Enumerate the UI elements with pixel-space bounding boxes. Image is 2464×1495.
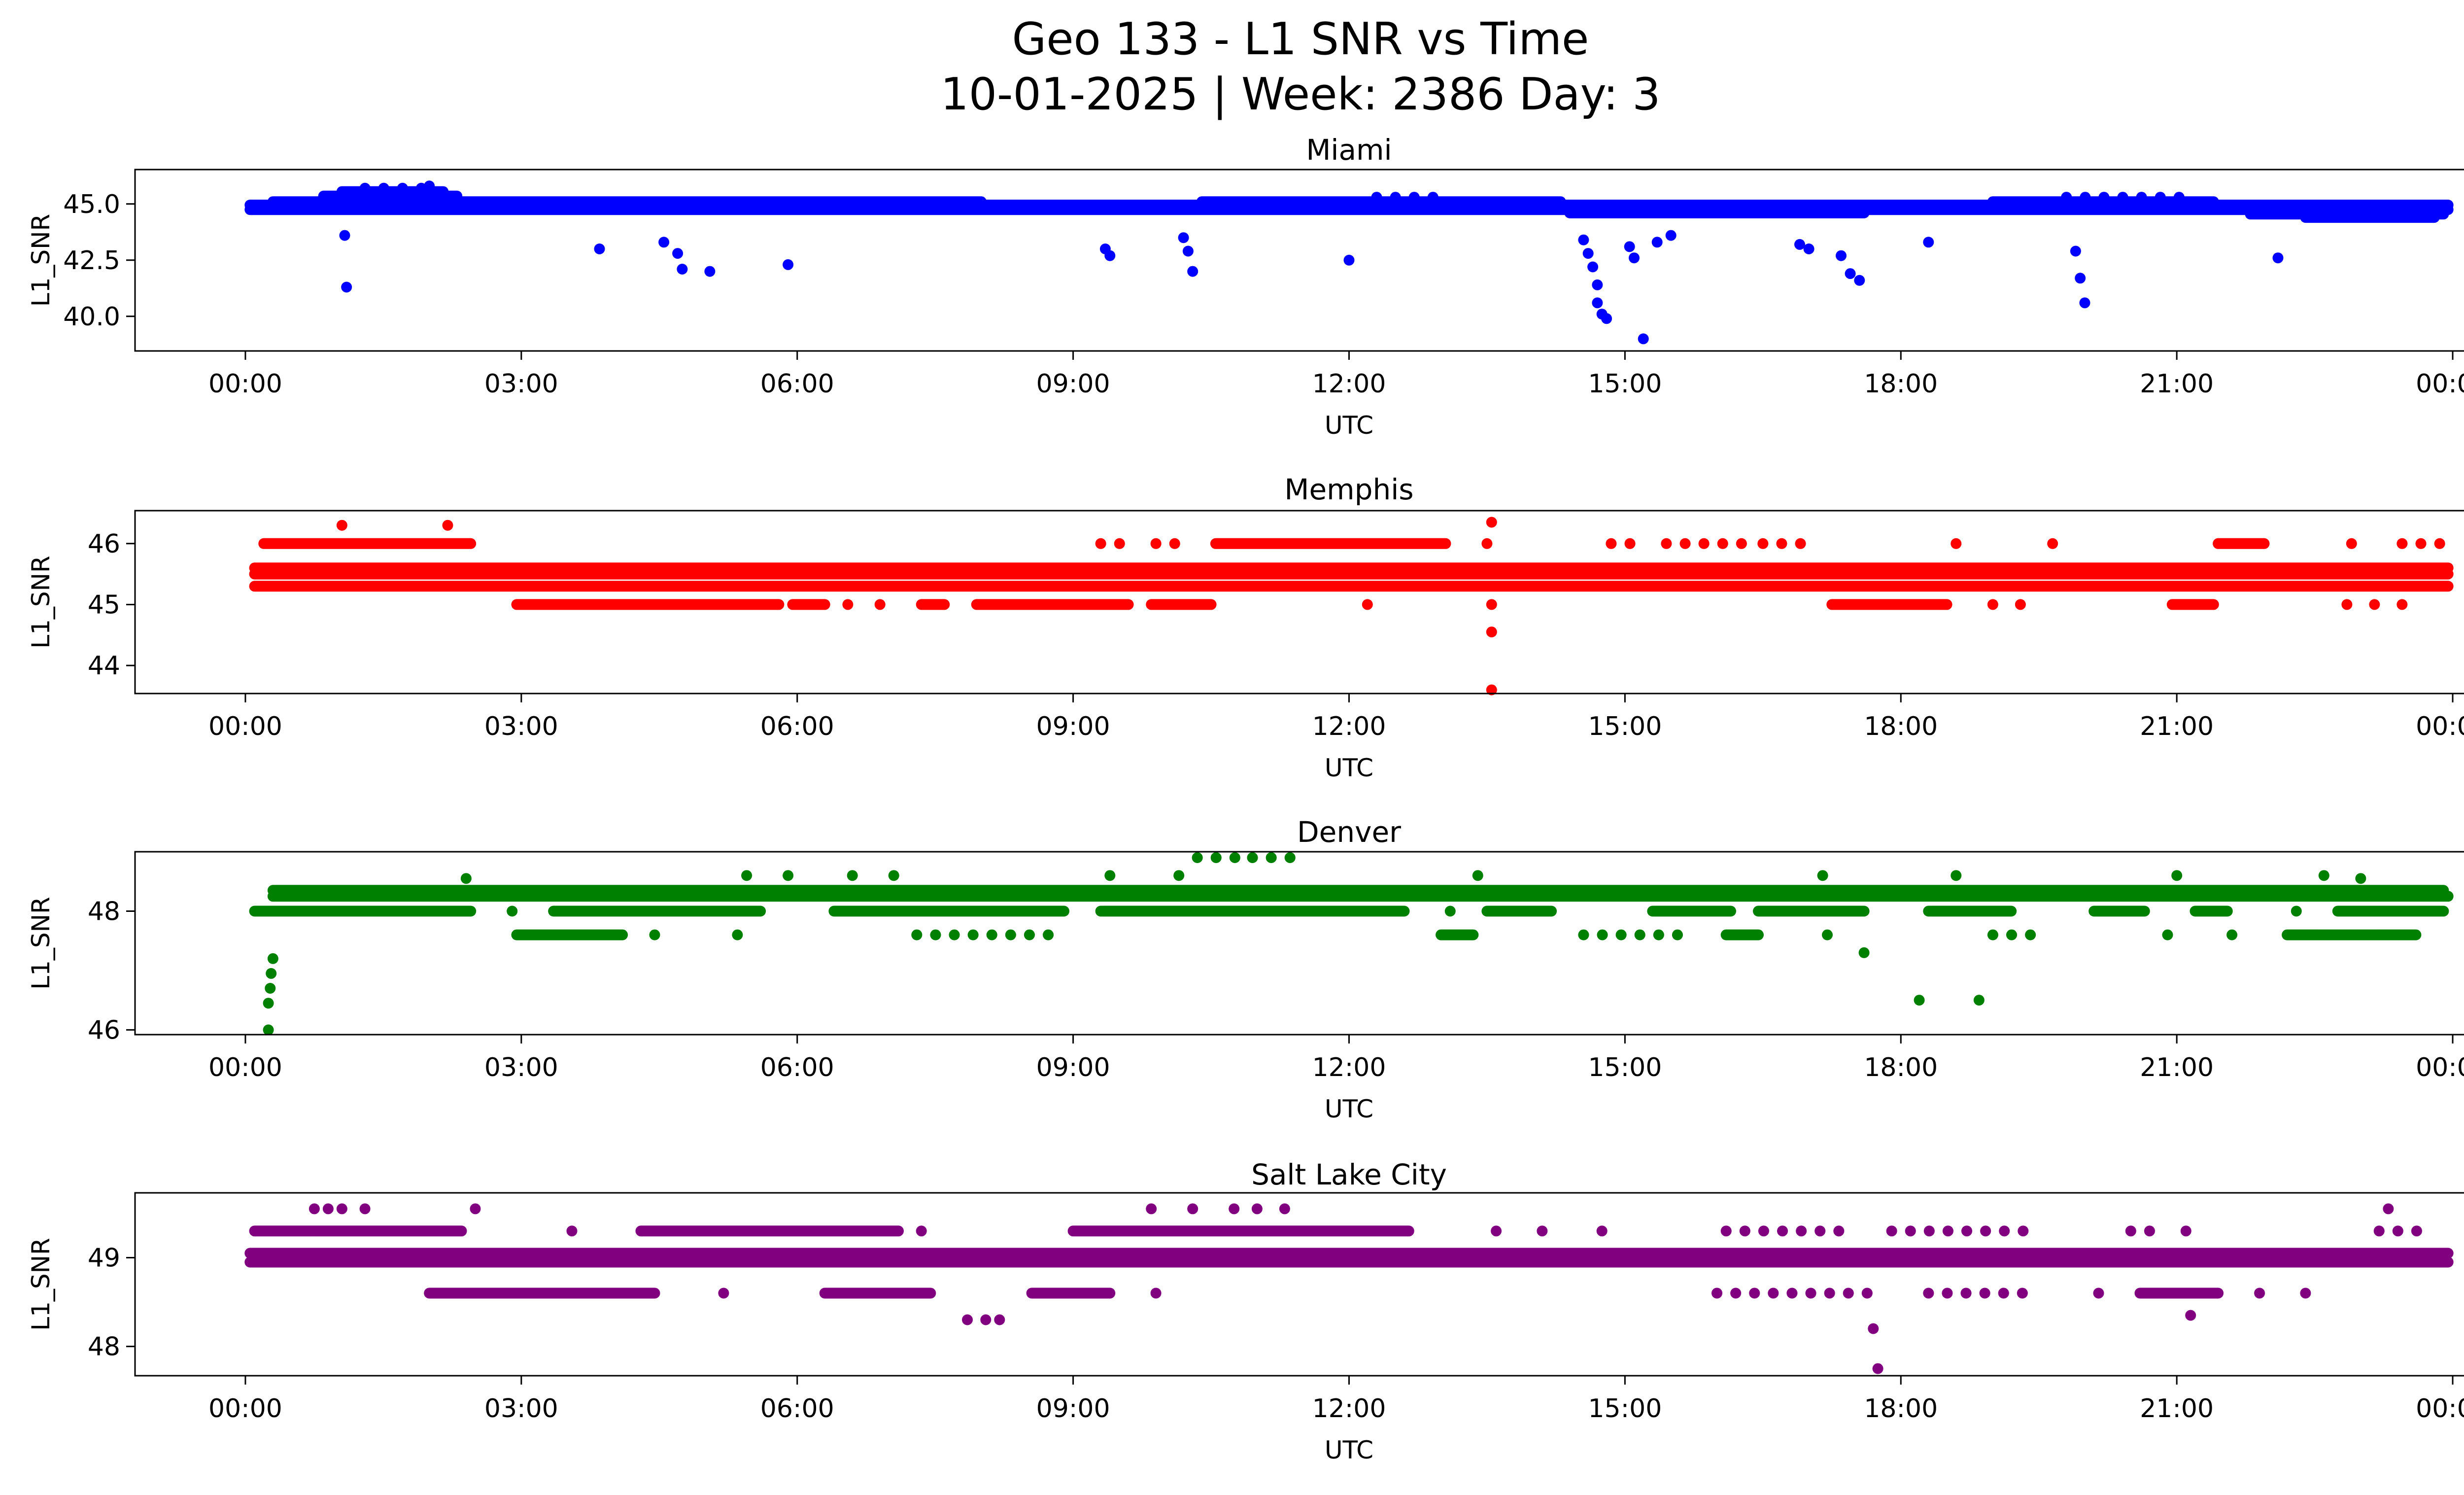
x-tick-label: 12:00 [1312, 1394, 1386, 1424]
y-tick-label: 45 [88, 590, 120, 620]
x-tick-label: 12:00 [1312, 1053, 1386, 1082]
x-tick-label: 00:00 [208, 1053, 282, 1082]
x-tick-label: 00:00 [2416, 712, 2464, 741]
x-tick-label: 03:00 [484, 1053, 558, 1082]
y-axis-label: L1_SNR [27, 214, 55, 307]
x-tick-label: 09:00 [1036, 1053, 1110, 1082]
x-axis-label: UTC [1325, 411, 1373, 440]
y-axis-label: L1_SNR [27, 1238, 55, 1331]
y-tick-label: 40.0 [63, 302, 120, 332]
y-tick-label: 46 [88, 1015, 120, 1045]
subplot-denver: 48 46 00:00 03:00 06:00 09:00 12:00 15:00 18:00 2… [27, 851, 2464, 1123]
x-tick-label: 09:00 [1036, 712, 1110, 741]
x-tick-label: 00:00 [208, 1394, 282, 1424]
y-tick-label: 45.0 [63, 190, 120, 219]
y-tick-label: 44 [88, 651, 120, 681]
x-tick-label: 21:00 [2140, 1394, 2214, 1424]
x-tick-label: 00:00 [2416, 1053, 2464, 1082]
x-tick-label: 03:00 [484, 369, 558, 399]
axes-frame [134, 1192, 2464, 1377]
subplot-title-denver: Denver [1297, 815, 1401, 849]
subplot-salt-lake-city: 49 48 00:00 03:00 06:00 09:00 12:00 15:00 18:00 2… [27, 1192, 2464, 1464]
x-tick-label: 12:00 [1312, 712, 1386, 741]
scatter-series [244, 1203, 2454, 1374]
x-tick-label: 15:00 [1588, 712, 1662, 741]
x-tick-label: 21:00 [2140, 1053, 2214, 1082]
x-tick-label: 03:00 [484, 712, 558, 741]
x-tick-label: 00:00 [208, 369, 282, 399]
x-tick-label: 06:00 [760, 1394, 834, 1424]
subplot-memphis: 46 45 44 00:00 03:00 06:00 09:00 12:00 15:00 18:0… [27, 510, 2464, 782]
scatter-series [249, 517, 2454, 695]
x-tick-label: 15:00 [1588, 369, 1662, 399]
figure-title: Geo 133 - L1 SNR vs Time [1012, 13, 1589, 65]
x-tick-label: 06:00 [760, 712, 834, 741]
scatter-series [249, 852, 2454, 1036]
x-tick-label: 15:00 [1588, 1053, 1662, 1082]
x-tick-label: 09:00 [1036, 1394, 1110, 1424]
x-axis-label: UTC [1325, 1095, 1373, 1123]
x-tick-label: 06:00 [760, 369, 834, 399]
x-tick-label: 18:00 [1864, 1053, 1938, 1082]
y-tick-label: 46 [88, 529, 120, 559]
x-axis-label: UTC [1325, 754, 1373, 782]
x-tick-label: 18:00 [1864, 1394, 1938, 1424]
x-axis-label: UTC [1325, 1436, 1373, 1464]
axes-frame [134, 851, 2464, 1036]
y-tick-label: 42.5 [63, 246, 120, 276]
figure-subtitle: 10-01-2025 | Week: 2386 Day: 3 [940, 69, 1661, 120]
x-tick-label: 18:00 [1864, 369, 1938, 399]
x-tick-label: 15:00 [1588, 1394, 1662, 1424]
x-tick-label: 03:00 [484, 1394, 558, 1424]
y-tick-label: 48 [88, 897, 120, 926]
subplot-title-miami: Miami [1306, 133, 1392, 167]
subplot-title-salt-lake-city: Salt Lake City [1251, 1158, 1447, 1191]
x-tick-label: 09:00 [1036, 369, 1110, 399]
x-tick-label: 21:00 [2140, 369, 2214, 399]
subplot-miami: 45.0 42.5 40.0 00:00 03:00 06:00 09:00 12:00 15:… [27, 169, 2464, 440]
axes-frame [134, 510, 2464, 695]
y-tick-label: 49 [88, 1243, 120, 1273]
x-tick-label: 21:00 [2140, 712, 2214, 741]
x-tick-label: 06:00 [760, 1053, 834, 1082]
x-tick-label: 00:00 [208, 712, 282, 741]
x-tick-label: 00:00 [2416, 1394, 2464, 1424]
figure-title-block: Geo 133 - L1 SNR vs Time 10-01-2025 | We… [0, 12, 2464, 122]
y-tick-label: 48 [88, 1332, 120, 1362]
y-axis-label: L1_SNR [27, 556, 55, 649]
y-axis-label: L1_SNR [27, 897, 55, 990]
x-tick-label: 00:00 [2416, 369, 2464, 399]
subplot-title-memphis: Memphis [1284, 473, 1414, 506]
x-tick-label: 18:00 [1864, 712, 1938, 741]
x-tick-label: 12:00 [1312, 369, 1386, 399]
scatter-series [244, 180, 2454, 345]
